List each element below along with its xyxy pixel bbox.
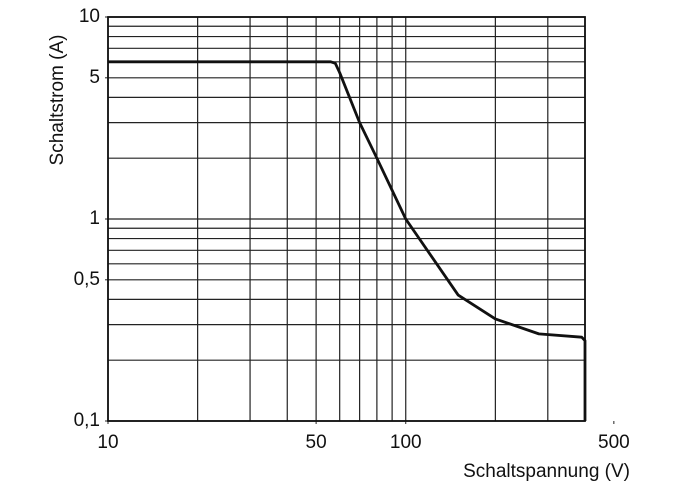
x-tick-label: 50 — [306, 432, 327, 453]
x-tick-label: 500 — [598, 432, 630, 453]
x-axis-label: Schaltspannung (V) — [463, 461, 630, 482]
y-axis-label: Schaltstrom (A) — [47, 35, 68, 166]
curve — [108, 60, 587, 421]
y-tick-label: 10 — [79, 6, 100, 27]
x-tick-label: 10 — [97, 432, 118, 453]
y-tick-label: 1 — [89, 208, 100, 229]
y-tick-label: 0,1 — [74, 410, 100, 431]
y-tick-label: 5 — [89, 67, 100, 88]
x-tick-label: 100 — [390, 432, 422, 453]
y-tick-label: 0,5 — [74, 269, 100, 290]
plot-frame — [107, 16, 586, 422]
